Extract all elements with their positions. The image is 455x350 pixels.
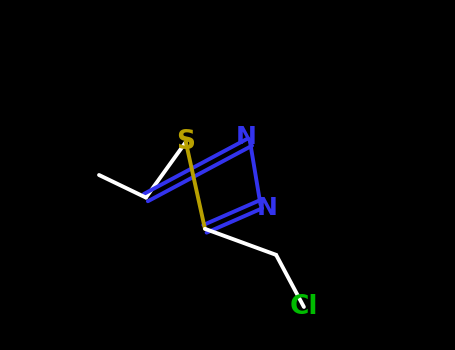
Text: S: S (177, 129, 195, 155)
Text: N: N (257, 196, 278, 220)
Text: Cl: Cl (290, 294, 318, 320)
Text: N: N (236, 125, 257, 149)
